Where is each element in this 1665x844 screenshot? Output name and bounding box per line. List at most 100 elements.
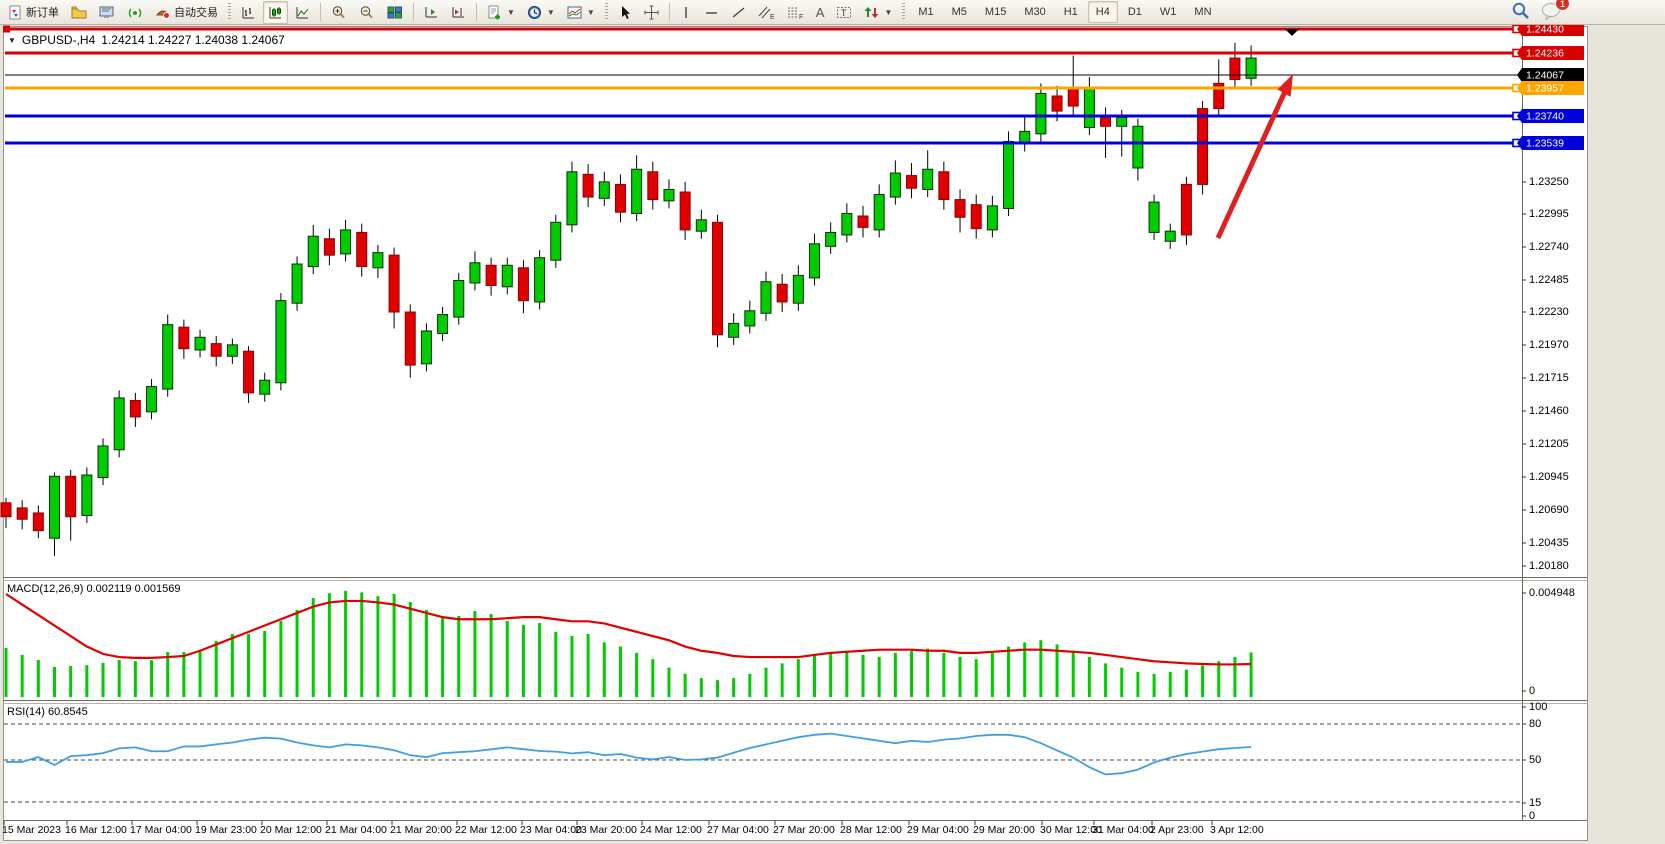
macd-histogram-bar — [376, 596, 380, 697]
candle-body — [1245, 57, 1257, 79]
zoom-out-button[interactable] — [354, 1, 380, 24]
autotrading-button[interactable]: 自动交易 — [150, 1, 223, 24]
price-tag-1.24430[interactable]: 1.24430 — [1517, 22, 1584, 36]
macd-histogram-bar — [667, 667, 671, 697]
candle-body — [1003, 140, 1015, 209]
macd-histogram-bar — [311, 598, 315, 697]
templates-button[interactable]: ▼ — [562, 1, 600, 24]
fibonacci-tool-button[interactable]: F — [782, 1, 809, 24]
candle-body — [81, 474, 93, 516]
charts-button[interactable] — [66, 1, 92, 24]
periods-dropdown-caret: ▼ — [546, 7, 555, 17]
chart-window[interactable] — [3, 26, 1588, 841]
bar-chart-mode-button[interactable] — [236, 1, 261, 24]
macd-histogram-bar — [392, 594, 396, 697]
macd-histogram-bar — [489, 613, 493, 697]
autotrading-icon — [155, 10, 171, 19]
macd-histogram-bar — [877, 657, 881, 697]
timeframe-button-d1[interactable]: D1 — [1127, 6, 1142, 18]
trendline-tool-button[interactable] — [726, 1, 751, 24]
macd-histogram-bar — [505, 620, 509, 697]
timeframe-group: M1 M5 M15 M30 H1 H4 D1 W1 MN — [909, 1, 1220, 23]
timeframe-button-h4[interactable]: H4 — [1087, 1, 1118, 23]
timeframe-button-m15[interactable]: M15 — [984, 6, 1007, 18]
candle-body — [259, 379, 271, 395]
price-tag-1.23957[interactable]: 1.23957 — [1517, 81, 1584, 95]
timeframe-button-m5[interactable]: M5 — [951, 6, 967, 18]
arrows-tool-button[interactable]: ▼ — [859, 1, 897, 24]
macd-histogram-bar — [457, 615, 461, 697]
timeframe-button-m30[interactable]: M30 — [1024, 6, 1046, 18]
candlestick-mode-button[interactable] — [263, 0, 288, 24]
text-tool-button[interactable]: A — [811, 1, 830, 24]
tile-windows-button[interactable] — [382, 1, 408, 24]
toolbar-grip — [228, 3, 231, 21]
down-triangle-marker[interactable] — [1285, 29, 1299, 36]
svg-text:E: E — [770, 14, 775, 20]
timeframe-button-h1[interactable]: H1 — [1063, 6, 1078, 18]
candle-body — [906, 175, 918, 189]
auto-scroll-button[interactable] — [419, 1, 444, 24]
candle-body — [49, 475, 61, 539]
trend-arrow-line[interactable] — [1215, 91, 1287, 240]
price-tag-1.24067[interactable]: 1.24067 — [1517, 68, 1584, 82]
macd-histogram-bar — [651, 659, 655, 697]
search-icon — [1512, 2, 1529, 19]
price-tag-1.24236[interactable]: 1.24236 — [1517, 46, 1584, 60]
candle-body — [97, 445, 109, 479]
trend-arrow-head[interactable] — [1277, 74, 1293, 97]
svg-text:F: F — [799, 14, 803, 20]
time-axis-label: 17 Mar 04:00 — [130, 824, 192, 836]
new-order-button[interactable]: 新订单 — [3, 1, 64, 24]
search-button[interactable] — [1511, 1, 1531, 23]
macd-histogram-bar — [1233, 657, 1237, 697]
price-axis-label: 1.23250 — [1529, 176, 1569, 188]
timeframe-button-mn[interactable]: MN — [1194, 6, 1212, 18]
macd-histogram-bar — [1249, 652, 1253, 697]
candle-body — [776, 283, 788, 303]
arrows-shapes-icon — [864, 6, 879, 18]
signals-button[interactable] — [122, 1, 148, 24]
macd-histogram-bar — [1023, 642, 1027, 697]
chart-shift-button[interactable] — [446, 1, 471, 24]
macd-histogram-bar — [1007, 646, 1011, 697]
line-chart-mode-button[interactable] — [290, 1, 315, 24]
candle-body — [889, 172, 901, 198]
zoom-in-button[interactable] — [326, 1, 352, 24]
macd-histogram-bar — [1071, 650, 1075, 697]
price-tag-1.23539[interactable]: 1.23539 — [1517, 136, 1584, 150]
crosshair-tool-button[interactable] — [639, 1, 664, 24]
periods-button[interactable]: ▼ — [522, 1, 560, 24]
candle-body — [550, 221, 562, 261]
equidistant-channel-tool-button[interactable]: E — [753, 1, 780, 24]
text-label-tool-button[interactable]: T — [831, 1, 857, 24]
candle-body — [16, 507, 28, 520]
terminal-button[interactable] — [94, 1, 120, 24]
candle-body — [1197, 108, 1209, 185]
candlestick-icon — [269, 6, 281, 18]
timeframe-button-w1[interactable]: W1 — [1159, 6, 1177, 18]
candle-body — [922, 168, 934, 190]
vertical-line-tool-button[interactable] — [675, 1, 697, 24]
candle-body — [469, 262, 481, 284]
toolbar-right-group: 1 — [1511, 0, 1663, 23]
level-line-left-handle[interactable] — [3, 25, 10, 33]
indicators-button[interactable]: ▼ — [482, 1, 520, 24]
timeframe-button-m1[interactable]: M1 — [918, 6, 934, 18]
rsi-axis-label: 15 — [1529, 797, 1541, 809]
notifications-button[interactable]: 1 — [1541, 0, 1570, 23]
macd-histogram-bar — [990, 652, 994, 697]
rsi-pane: 100 80 50 150 RSI(14) 60.8545 — [4, 701, 1547, 822]
macd-histogram-bar — [748, 673, 752, 697]
macd-histogram-bar — [926, 648, 930, 697]
time-axis[interactable]: 15 Mar 2023 16 Mar 12:00 17 Mar 04:00 19 Ma… — [2, 821, 1264, 836]
macd-signal-line — [5, 593, 1252, 666]
cursor-tool-button[interactable] — [613, 1, 637, 24]
horizontal-line-tool-button[interactable] — [699, 1, 724, 24]
arrows-dropdown-caret: ▼ — [884, 7, 893, 17]
price-axis[interactable]: 1.23250 1.22995 1.22740 1.22485 1.22230 1.219… — [1522, 176, 1569, 572]
price-axis-label: 1.22485 — [1529, 274, 1569, 286]
one-click-trading-expander-icon[interactable]: ▼ — [8, 35, 16, 45]
price-tag-1.23740[interactable]: 1.23740 — [1517, 109, 1584, 123]
